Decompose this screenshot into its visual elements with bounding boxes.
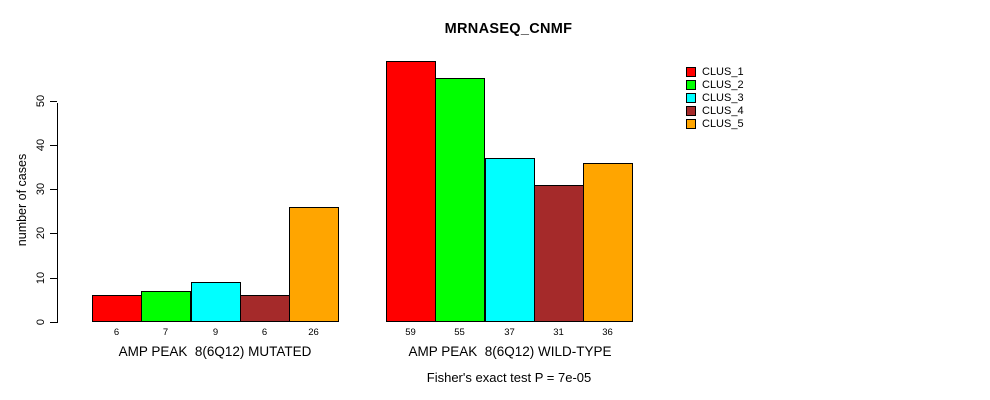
bar-value-clus_5-wild-type: 36 — [602, 327, 613, 338]
bar-clus_4-wild-type — [534, 185, 584, 322]
y-tick-mark-30 — [50, 189, 57, 191]
bar-clus_3-mutated — [191, 282, 241, 322]
bar-value-clus_3-mutated: 9 — [212, 327, 219, 338]
y-tick-mark-40 — [50, 144, 57, 146]
y-tick-label-10: 10 — [35, 271, 47, 284]
bar-value-clus_5-mutated: 26 — [308, 327, 319, 338]
chart-title: MRNASEQ_CNMF — [444, 21, 573, 37]
legend-label-clus_2: CLUS_2 — [702, 79, 744, 91]
y-tick-mark-20 — [50, 233, 57, 235]
legend-swatch-clus_4 — [686, 106, 696, 116]
bar-clus_2-mutated — [141, 291, 191, 322]
y-tick-label-40: 40 — [35, 138, 47, 151]
bar-clus_2-wild-type — [435, 78, 485, 322]
y-tick-label-30: 30 — [35, 182, 47, 196]
legend-label-clus_5: CLUS_5 — [702, 118, 744, 130]
bar-value-clus_3-wild-type: 37 — [504, 327, 515, 338]
bar-clus_5-mutated — [289, 207, 339, 322]
legend-swatch-clus_2 — [686, 80, 696, 90]
bar-clus_5-wild-type — [583, 163, 633, 322]
bar-value-clus_2-wild-type: 55 — [454, 327, 465, 338]
y-tick-mark-10 — [50, 277, 57, 279]
y-axis-title: number of cases — [15, 153, 29, 247]
y-tick-label-0: 0 — [35, 318, 47, 326]
bar-value-clus_4-mutated: 6 — [261, 327, 268, 338]
bar-clus_1-wild-type — [386, 61, 436, 322]
legend-swatch-clus_1 — [686, 67, 696, 77]
fisher-test-subtitle: Fisher's exact test P = 7e-05 — [426, 370, 592, 385]
legend-label-clus_4: CLUS_4 — [702, 105, 744, 117]
y-tick-label-50: 50 — [35, 94, 47, 107]
y-axis-line — [57, 103, 58, 323]
legend-swatch-clus_3 — [686, 93, 696, 103]
bar-value-clus_2-mutated: 7 — [162, 327, 169, 338]
group-label-mutated: AMP PEAK 8(6Q12) MUTATED — [118, 344, 312, 359]
bar-value-clus_1-wild-type: 59 — [405, 327, 416, 338]
legend-swatch-clus_5 — [686, 119, 696, 129]
legend-label-clus_1: CLUS_1 — [702, 66, 744, 78]
group-label-wild-type: AMP PEAK 8(6Q12) WILD-TYPE — [408, 344, 612, 359]
y-tick-mark-50 — [50, 100, 57, 102]
bar-clus_3-wild-type — [485, 158, 535, 322]
bar-value-clus_1-mutated: 6 — [113, 327, 120, 338]
bar-clus_1-mutated — [92, 295, 142, 322]
legend-label-clus_3: CLUS_3 — [702, 92, 744, 104]
bar-value-clus_4-wild-type: 31 — [553, 327, 564, 338]
bar-clus_4-mutated — [240, 295, 290, 322]
y-tick-label-20: 20 — [35, 227, 47, 240]
y-tick-mark-0 — [50, 322, 57, 323]
